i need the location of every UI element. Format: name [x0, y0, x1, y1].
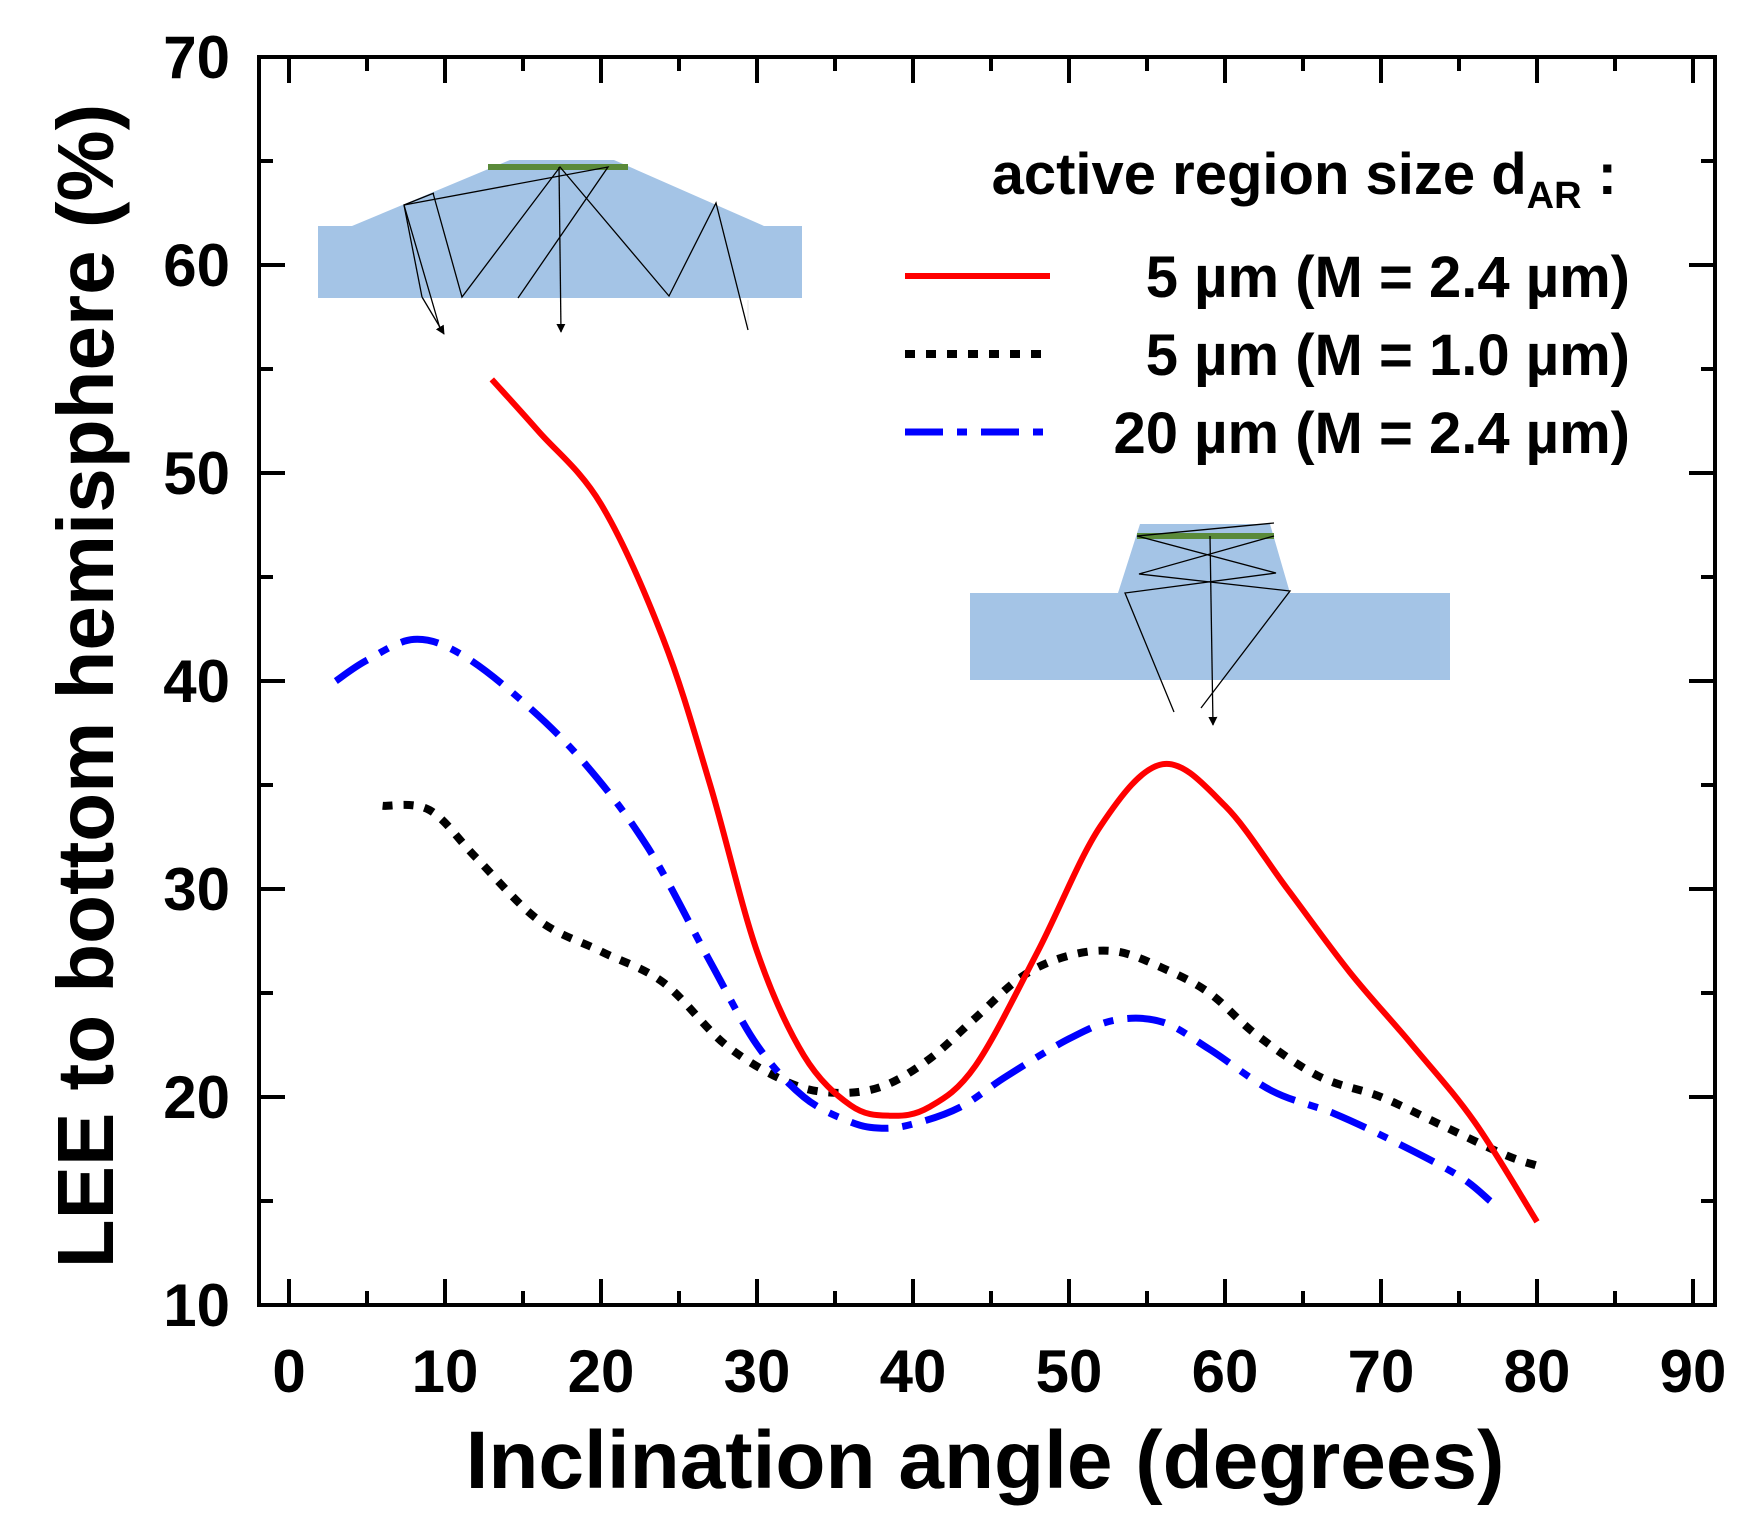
inset-right-ray-4 [1136, 522, 1275, 537]
y-tick-label: 10 [163, 1272, 230, 1339]
inset-left-ray-1 [432, 165, 749, 331]
inset-left-ray-2 [403, 166, 610, 333]
x-axis-label: Inclination angle (degrees) [466, 1415, 1505, 1506]
inset-right-ray-2 [1138, 535, 1292, 709]
x-tick-label: 70 [1348, 1338, 1415, 1405]
y-tick-label: 30 [163, 856, 230, 923]
inset-left-diagram [318, 160, 802, 335]
legend-label-1: 5 µm (M = 2.4 µm) [1146, 245, 1630, 310]
series-line-2 [382, 800, 1539, 1170]
x-tick-label: 80 [1504, 1338, 1571, 1405]
legend-title: active region size dAR : [992, 142, 1617, 217]
legend: active region size dAR : 5 µm (M = 2.4 µ… [905, 142, 1630, 466]
x-tick-label: 50 [1036, 1338, 1103, 1405]
x-tick-label: 40 [880, 1338, 947, 1405]
series-line-3 [333, 635, 1493, 1204]
y-tick-label: 60 [163, 232, 230, 299]
inset-left-arrow-a [421, 296, 445, 335]
series-layer [333, 377, 1540, 1224]
legend-items: 5 µm (M = 2.4 µm) 5 µm (M = 1.0 µm) 20 µm … [905, 245, 1630, 466]
x-tick-label: 20 [568, 1338, 635, 1405]
y-tick-label: 40 [163, 648, 230, 715]
x-tick-label: 10 [412, 1338, 479, 1405]
legend-title-main: active region size d [992, 142, 1527, 207]
x-tick-label: 60 [1192, 1338, 1259, 1405]
legend-label-2: 5 µm (M = 1.0 µm) [1146, 323, 1630, 388]
inset-left-ray-3 [556, 166, 566, 333]
legend-title-subscript: AR [1527, 175, 1582, 217]
x-tick-label: 30 [724, 1338, 791, 1405]
legend-title-tail: : [1582, 142, 1617, 207]
inset-right-mesa [970, 524, 1450, 680]
y-tick-label: 50 [163, 440, 230, 507]
legend-label-3: 20 µm (M = 2.4 µm) [1113, 401, 1630, 466]
inset-left-ray-4 [403, 204, 423, 298]
y-axis-label: LEE to bottom hemisphere (%) [41, 104, 130, 1269]
inset-right-diagram [970, 522, 1450, 726]
axis-ticks [259, 55, 1715, 1307]
axis-tick-labels: 0 10 20 30 40 50 60 70 80 90 10 20 30 40 50 60 70 [163, 24, 1726, 1405]
inset-left-ray-5 [403, 192, 435, 206]
y-tick-label: 20 [163, 1064, 230, 1131]
series-line-1 [489, 377, 1540, 1224]
x-tick-label: 0 [272, 1338, 305, 1405]
y-tick-label: 70 [163, 24, 230, 91]
inset-right-ray-3 [1208, 535, 1218, 726]
x-tick-label: 90 [1660, 1338, 1727, 1405]
